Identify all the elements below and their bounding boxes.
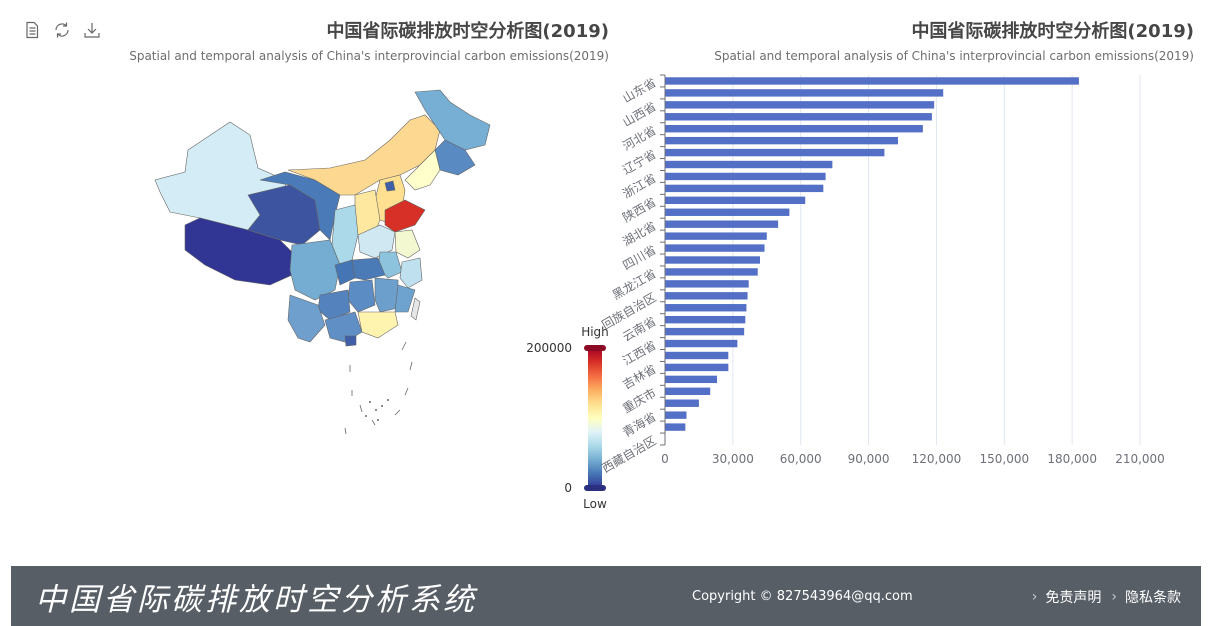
- y-axis-label: 西藏自治区: [600, 434, 659, 476]
- x-tick-label: 0: [661, 452, 669, 466]
- bar[interactable]: [665, 315, 746, 324]
- bar[interactable]: [665, 113, 932, 121]
- bar[interactable]: [665, 268, 758, 276]
- x-tick-label: 120,000: [912, 452, 962, 466]
- map-title: 中国省际碳排放时空分析图(2019) Spatial and temporal …: [129, 17, 609, 63]
- bar[interactable]: [665, 304, 747, 312]
- disclaimer-label: 免责声明: [1045, 590, 1102, 606]
- y-axis-label: 山东省: [620, 75, 658, 105]
- bar[interactable]: [665, 351, 729, 360]
- bar[interactable]: [665, 232, 767, 240]
- save-image-icon[interactable]: [82, 20, 102, 40]
- visual-map-handle-top[interactable]: [584, 345, 606, 351]
- map-region-hubei[interactable]: [351, 257, 386, 281]
- visual-map-max: 200000: [526, 341, 572, 355]
- bar[interactable]: [665, 172, 826, 181]
- bar-title-sub: Spatial and temporal analysis of China's…: [714, 49, 1194, 63]
- map-title-sub: Spatial and temporal analysis of China's…: [129, 49, 609, 63]
- map-region-jiangsu[interactable]: [394, 229, 421, 259]
- visual-map-high-label: High: [581, 325, 609, 339]
- footer: 中国省际碳排放时空分析系统 Copyright © 827543964@qq.c…: [11, 566, 1201, 626]
- bar[interactable]: [665, 423, 686, 431]
- map-region-liaoning[interactable]: [404, 149, 441, 191]
- visual-map-low-label: Low: [583, 497, 607, 511]
- privacy-label: 隐私条款: [1125, 590, 1181, 606]
- bar-chart: 0 30,000 60,000 90,000 120,000 150,000 180,000…: [600, 74, 1165, 476]
- bar[interactable]: [665, 160, 833, 169]
- map-region-heilongjiang[interactable]: [414, 89, 491, 151]
- x-tick-label: 30,000: [712, 452, 754, 466]
- restore-icon[interactable]: [52, 20, 72, 40]
- bar-chart-title: 中国省际碳排放时空分析图(2019) Spatial and temporal …: [714, 17, 1194, 63]
- bar-title-main: 中国省际碳排放时空分析图(2019): [911, 21, 1194, 42]
- bar[interactable]: [665, 292, 748, 300]
- map-region-zhejiang[interactable]: [399, 257, 423, 289]
- bar[interactable]: [665, 136, 898, 145]
- bar[interactable]: [665, 375, 718, 384]
- bar[interactable]: [665, 399, 699, 407]
- map-region-gansu[interactable]: [259, 171, 341, 241]
- china-map: [154, 89, 491, 435]
- map-region-hainan[interactable]: [344, 335, 357, 347]
- bar[interactable]: [665, 89, 944, 97]
- visual-map-min: 0: [564, 481, 572, 495]
- x-axis-ticks: 0 30,000 60,000 90,000 120,000 150,000 180,000…: [661, 452, 1165, 466]
- visual-map-bar[interactable]: [588, 348, 602, 488]
- chart-axes: [660, 74, 666, 446]
- chart-gridlines: [732, 75, 1141, 445]
- x-tick-label: 180,000: [1047, 452, 1097, 466]
- map-region-hunan[interactable]: [347, 279, 376, 313]
- x-tick-label: 60,000: [780, 452, 822, 466]
- map-title-main: 中国省际碳排放时空分析图(2019): [326, 21, 609, 42]
- visual-map-handle-bottom[interactable]: [584, 485, 606, 491]
- bar[interactable]: [665, 125, 923, 133]
- map-region-henan[interactable]: [357, 224, 396, 259]
- x-tick-label: 210,000: [1115, 452, 1165, 466]
- visual-map: High 200000 0 Low: [526, 325, 609, 511]
- bar[interactable]: [665, 148, 885, 157]
- toolbox: [22, 20, 102, 40]
- bar[interactable]: [665, 208, 790, 216]
- footer-logo: 中国省际碳排放时空分析系统: [35, 581, 477, 618]
- bar[interactable]: [665, 363, 729, 372]
- x-tick-label: 90,000: [848, 452, 890, 466]
- bar[interactable]: [665, 411, 687, 419]
- bar[interactable]: [665, 256, 760, 264]
- y-axis-labels: 山东省山西省河北省辽宁省浙江省陕西省湖北省四川省黑龙江省回族自治区云南省江西省吉…: [600, 75, 659, 475]
- map-region-fujian[interactable]: [394, 284, 416, 313]
- map-region-sichuan[interactable]: [289, 239, 341, 301]
- privacy-link[interactable]: › 隐私条款: [1111, 587, 1181, 607]
- chevron-right-icon: ›: [1111, 589, 1117, 605]
- bar[interactable]: [665, 220, 779, 228]
- data-view-icon[interactable]: [22, 20, 42, 40]
- map-region-yunnan[interactable]: [287, 294, 326, 343]
- bar[interactable]: [665, 280, 749, 288]
- bar[interactable]: [665, 244, 765, 252]
- map-region-taiwan[interactable]: [410, 297, 421, 321]
- bar[interactable]: [665, 196, 806, 205]
- map-region-shandong[interactable]: [384, 199, 426, 233]
- map-region-guangdong[interactable]: [357, 311, 399, 339]
- south-china-sea-islands: [344, 341, 413, 435]
- bar[interactable]: [665, 339, 738, 348]
- disclaimer-link[interactable]: › 免责声明: [1032, 587, 1102, 607]
- footer-links: › 免责声明 › 隐私条款: [1032, 587, 1181, 607]
- chart-bars: [665, 77, 1079, 431]
- footer-copyright: Copyright © 827543964@qq.com: [692, 589, 913, 604]
- bar[interactable]: [665, 387, 711, 395]
- chevron-right-icon: ›: [1031, 589, 1038, 605]
- bar[interactable]: [665, 77, 1079, 85]
- bar[interactable]: [665, 184, 824, 193]
- map-region-jiangxi[interactable]: [374, 277, 399, 313]
- bar[interactable]: [665, 327, 745, 336]
- map-region-beijing[interactable]: [384, 180, 396, 192]
- bar[interactable]: [665, 101, 935, 109]
- x-tick-label: 150,000: [979, 452, 1029, 466]
